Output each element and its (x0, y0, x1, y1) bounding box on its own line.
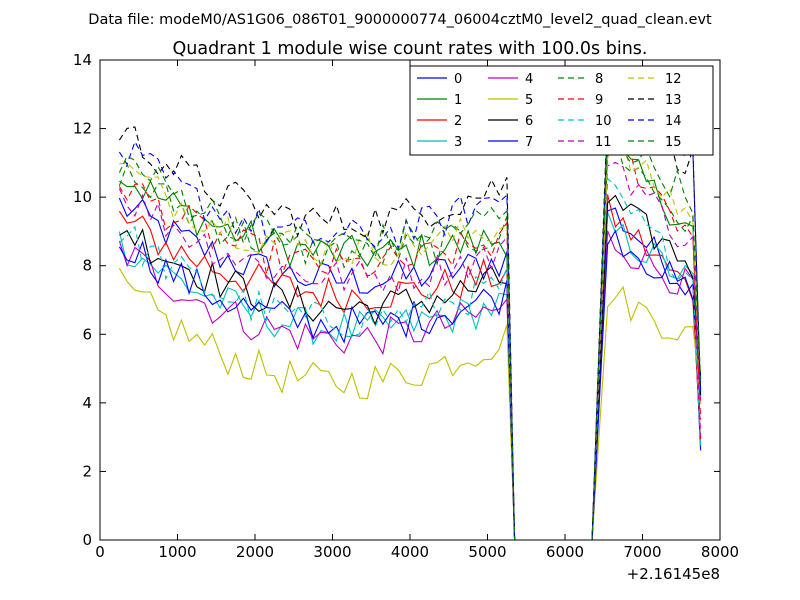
x-axis: 0 1000 2000 3000 4000 5000 6000 7000 8000 (95, 60, 739, 561)
series-line-14 (118, 115, 702, 541)
legend-label-6: 6 (525, 114, 533, 129)
series-line-6 (119, 194, 702, 541)
series-line-1 (119, 145, 702, 541)
y-tick-label: 4 (82, 394, 92, 412)
y-tick-label: 14 (73, 51, 92, 69)
x-tick-label: 4000 (391, 543, 429, 561)
series-line-13 (118, 104, 702, 541)
series-line-3 (118, 212, 702, 541)
legend-label-0: 0 (454, 72, 462, 87)
legend-label-5: 5 (525, 93, 533, 108)
chart-title: Quadrant 1 module wise count rates with … (173, 39, 648, 59)
series-line-2 (118, 194, 702, 541)
series-line-12 (119, 141, 702, 541)
x-tick-label: 7000 (623, 543, 661, 561)
legend-label-13: 13 (665, 93, 682, 108)
legend-box (409, 65, 714, 156)
plot-lines (118, 104, 702, 541)
y-tick-label: 10 (73, 188, 92, 206)
x-tick-label: 3000 (313, 543, 351, 561)
x-tick-label: 0 (95, 543, 105, 561)
series-line-4 (118, 230, 702, 541)
series-line-15 (118, 122, 702, 541)
series-line-0 (118, 197, 702, 541)
legend-label-8: 8 (595, 72, 603, 87)
x-tick-label: 8000 (701, 543, 739, 561)
legend-label-11: 11 (595, 135, 612, 150)
y-tick-label: 2 (82, 462, 92, 480)
datafile-label: Data file: modeM0/AS1G06_086T01_90000007… (88, 12, 712, 28)
x-tick-label: 6000 (546, 543, 584, 561)
y-tick-label: 0 (82, 531, 92, 549)
y-tick-label: 6 (82, 325, 92, 343)
series-line-7 (118, 229, 702, 541)
y-tick-label: 12 (73, 120, 92, 138)
series-line-5 (118, 268, 702, 541)
x-offset-label: +2.16145e8 (627, 565, 720, 583)
legend-label-2: 2 (454, 114, 462, 129)
legend-label-7: 7 (525, 135, 533, 150)
legend-label-9: 9 (595, 93, 603, 108)
x-tick-label: 2000 (236, 543, 274, 561)
legend-label-14: 14 (665, 114, 682, 129)
legend-label-10: 10 (595, 114, 612, 129)
y-tick-label: 8 (82, 257, 92, 275)
legend-label-4: 4 (525, 72, 533, 87)
legend-label-1: 1 (454, 93, 462, 108)
series-line-8 (118, 139, 702, 541)
series-line-10 (119, 177, 702, 541)
x-tick-label: 1000 (158, 543, 196, 561)
legend-label-12: 12 (665, 72, 682, 87)
legend-label-15: 15 (665, 135, 682, 150)
legend-label-3: 3 (454, 135, 462, 150)
series-line-11 (118, 161, 702, 541)
x-tick-label: 5000 (468, 543, 506, 561)
